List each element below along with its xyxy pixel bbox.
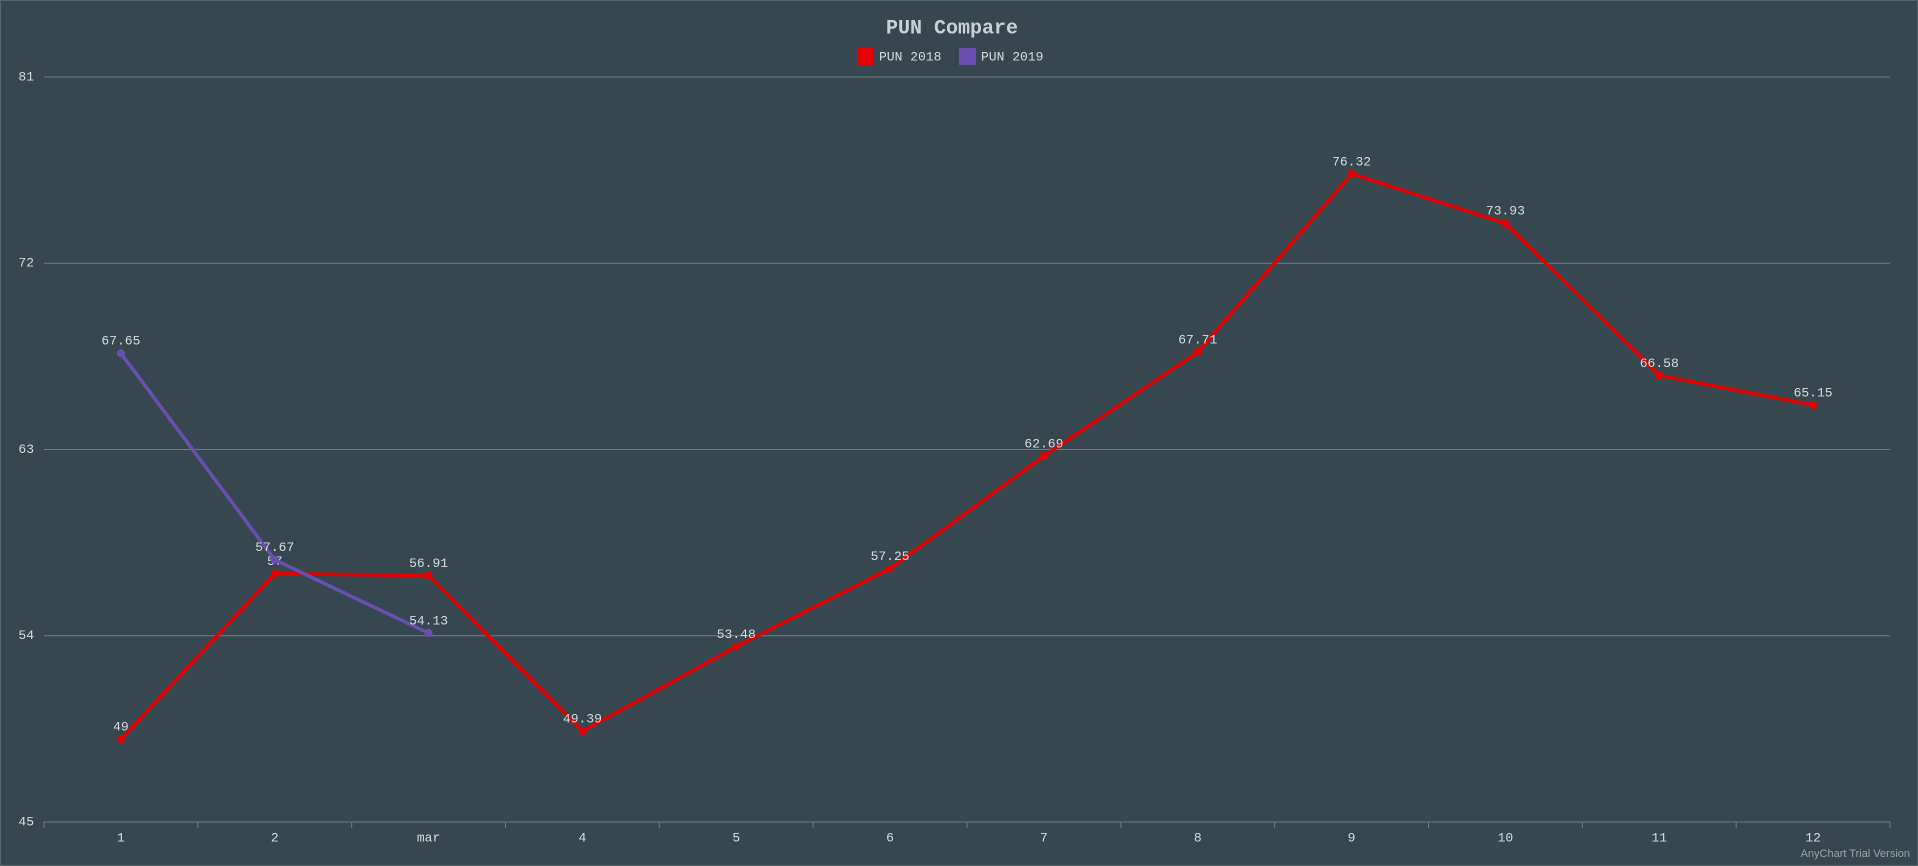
legend-swatch <box>959 48 976 65</box>
x-tick-label: 1 <box>117 830 125 845</box>
point-marker <box>1501 219 1510 228</box>
data-label: 73.93 <box>1486 204 1525 219</box>
point-marker <box>732 642 741 651</box>
point-marker <box>424 571 433 580</box>
x-tick-label: 4 <box>579 830 587 845</box>
point-marker <box>886 564 895 573</box>
x-tick-label: 10 <box>1498 830 1514 845</box>
x-tick-label: 11 <box>1651 830 1667 845</box>
data-label: 57.25 <box>871 549 910 564</box>
point-marker <box>1039 451 1048 460</box>
series-line <box>119 172 1814 741</box>
credits: AnyChart Trial Version <box>1801 848 1910 860</box>
point-marker <box>270 555 279 564</box>
x-tick-label: mar <box>417 830 440 845</box>
legend-label: PUN 2019 <box>981 49 1043 64</box>
data-label: 49 <box>113 720 129 735</box>
x-tick-label: 7 <box>1040 830 1048 845</box>
y-tick-label: 72 <box>18 256 34 271</box>
data-label: 76.32 <box>1332 154 1371 169</box>
x-tick-label: 12 <box>1805 830 1821 845</box>
point-marker <box>1193 348 1202 357</box>
data-label: 53.48 <box>717 627 756 642</box>
data-label: 57.67 <box>255 540 294 555</box>
x-tick-label: 6 <box>886 830 894 845</box>
legend-swatch <box>857 48 874 65</box>
data-label: 67.65 <box>101 334 140 349</box>
x-tick-label: 5 <box>732 830 740 845</box>
y-tick-label: 45 <box>18 814 34 829</box>
data-label: 49.39 <box>563 712 602 727</box>
point-marker <box>270 569 279 578</box>
data-label: 56.91 <box>409 556 448 571</box>
point-marker <box>116 735 125 744</box>
y-tick-label: 81 <box>18 69 34 84</box>
y-tick-label: 63 <box>18 442 34 457</box>
point-marker <box>1347 169 1356 178</box>
x-tick-label: 9 <box>1348 830 1356 845</box>
x-tick-label: 8 <box>1194 830 1202 845</box>
point-marker <box>1809 401 1818 410</box>
point-marker <box>578 727 587 736</box>
data-label: 54.13 <box>409 613 448 628</box>
x-tick-label: 2 <box>271 830 279 845</box>
y-tick-label: 54 <box>18 628 34 643</box>
point-marker <box>1655 371 1664 380</box>
data-label: 65.15 <box>1794 385 1833 400</box>
data-label: 67.71 <box>1178 332 1217 347</box>
point-marker <box>424 629 433 638</box>
data-label: 66.58 <box>1640 356 1679 371</box>
legend-label: PUN 2018 <box>879 49 941 64</box>
point-marker <box>116 349 125 358</box>
data-label: 62.69 <box>1024 436 1063 451</box>
chart-title: PUN Compare <box>886 17 1018 40</box>
